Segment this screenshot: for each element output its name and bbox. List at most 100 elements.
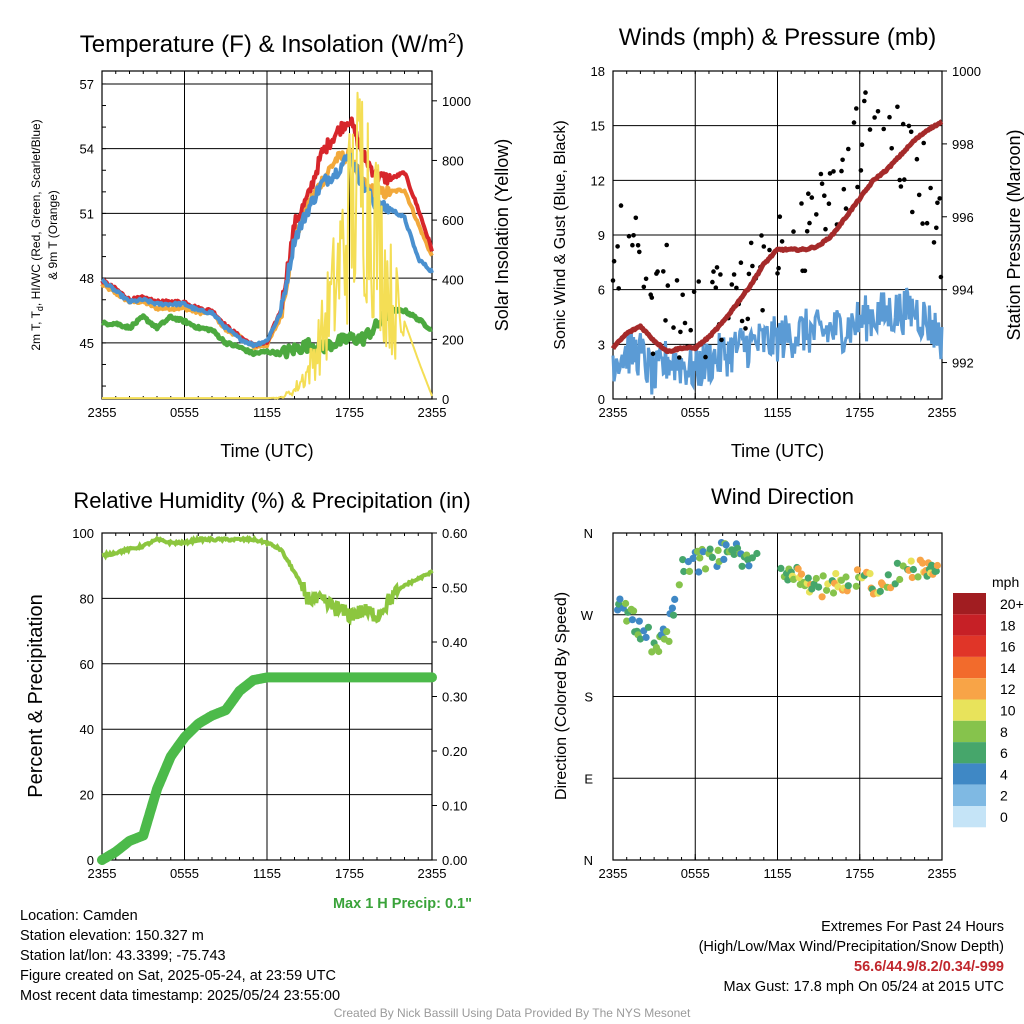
legend-swatch: [953, 614, 986, 636]
y-tick-label-left: 9: [598, 228, 605, 243]
gust-point: [937, 196, 942, 201]
y-tick-label-left: 40: [80, 722, 94, 737]
gust-point: [641, 284, 647, 290]
legend-swatch: [953, 593, 986, 615]
gust-point: [759, 233, 764, 238]
x-tick-label: 1755: [845, 866, 874, 881]
gust-point: [719, 337, 724, 343]
gust-point: [777, 214, 783, 219]
direction-point: [844, 582, 852, 590]
gust-point: [822, 193, 827, 198]
x-tick-label: 2355: [599, 866, 628, 881]
y-tick-label-left: 20: [80, 788, 94, 803]
gust-point: [831, 169, 836, 174]
precip-series-line: [97, 672, 437, 865]
gust-point: [626, 233, 632, 239]
direction-point: [777, 564, 785, 573]
legend-label: 0: [1000, 809, 1008, 825]
gust-point: [854, 106, 859, 111]
y-tick-label-right: 992: [952, 356, 974, 371]
gust-point: [931, 240, 937, 245]
y-tick-label-left: N: [584, 853, 593, 868]
gust-point: [851, 120, 857, 125]
direction-point: [753, 549, 761, 558]
gust-point: [908, 129, 914, 135]
legend-swatch: [953, 699, 986, 721]
direction-point: [832, 570, 840, 578]
gust-point: [900, 121, 906, 127]
gust-point: [924, 220, 930, 226]
direction-point: [914, 573, 922, 581]
gust-point: [858, 168, 864, 173]
station-info: Location: Camden Station elevation: 150.…: [20, 906, 340, 1006]
direction-point: [706, 545, 714, 553]
legend-swatch: [953, 763, 986, 785]
gust-point: [826, 201, 832, 206]
x-tick-label: 0555: [170, 866, 199, 881]
gust-point: [611, 258, 617, 264]
title-sup: 2: [448, 30, 456, 47]
gust-point: [809, 195, 815, 200]
gust-point: [767, 247, 772, 253]
gust-point: [703, 354, 708, 360]
gust-point: [745, 316, 751, 322]
y-axis-label-left: Percent & Precipitation: [25, 594, 47, 797]
direction-point: [689, 554, 697, 563]
x-tick-label: 1155: [764, 405, 792, 420]
panel-3: 2355 0555 1155 1755 2355 N E S W N Wind Direction D…: [553, 484, 956, 881]
legend-label: 14: [1000, 660, 1016, 676]
legend-label: 4: [1000, 766, 1008, 782]
direction-point: [819, 572, 827, 580]
y-tick-label-left: 15: [591, 119, 605, 134]
gust-point: [731, 272, 737, 277]
direction-point: [655, 647, 663, 656]
gust-point: [938, 274, 944, 280]
y-tick-label-right: 0.30: [442, 690, 467, 705]
title-main: Temperature (F) & Insolation (W/m: [80, 31, 448, 58]
y-axis-label-left: Direction (Colored By Speed): [553, 592, 570, 800]
y-tick-label-left: 0: [598, 392, 605, 407]
gust-point: [616, 286, 621, 291]
y-tick-label-right: 0.00: [442, 853, 467, 868]
elevation-text: Station elevation: 150.327 m: [20, 928, 204, 944]
gust-point: [734, 285, 739, 291]
direction-point: [628, 616, 637, 624]
direction-point: [812, 574, 820, 583]
direction-point: [804, 574, 812, 582]
gust-point: [799, 201, 804, 206]
gust-point: [691, 289, 697, 295]
direction-point: [622, 599, 630, 608]
y-tick-label-right: 0.10: [442, 799, 467, 814]
gust-point: [761, 244, 767, 249]
direction-point: [932, 567, 940, 575]
legend-label: 8: [1000, 724, 1008, 740]
legend-title: mph: [992, 574, 1019, 590]
gust-point: [776, 265, 781, 271]
gust-point: [682, 320, 688, 326]
latlon-text: Station lat/lon: 43.3399; -75.743: [20, 948, 226, 964]
gust-point: [841, 186, 847, 192]
y-tick-label-right: 0.20: [442, 744, 467, 759]
gust-point: [855, 184, 860, 190]
direction-point: [663, 628, 671, 636]
direction-point: [853, 566, 862, 574]
x-tick-label: 0555: [170, 405, 199, 420]
legend-label: 6: [1000, 745, 1008, 761]
gust-point: [928, 185, 933, 191]
x-tick-label: 1155: [764, 866, 792, 881]
gust-point: [665, 283, 671, 288]
gust-point: [806, 191, 811, 196]
gust-point: [846, 146, 851, 152]
credit-text: Created By Nick Bassill Using Data Provi…: [333, 1006, 691, 1020]
y-tick-label-left: 57: [80, 77, 94, 92]
direction-point: [665, 637, 673, 646]
max-precip-note: Max 1 H Precip: 0.1": [332, 896, 472, 912]
y-tick-label-left: 6: [598, 283, 605, 298]
gust-point: [906, 123, 912, 129]
y-tick-label-left: E: [584, 771, 593, 786]
direction-point: [852, 582, 860, 590]
direction-point: [699, 548, 707, 556]
direction-point: [669, 611, 678, 619]
y-tick-label-right: 1000: [952, 64, 981, 79]
recent-timestamp-text: Most recent data timestamp: 2025/05/24 2…: [20, 988, 341, 1004]
